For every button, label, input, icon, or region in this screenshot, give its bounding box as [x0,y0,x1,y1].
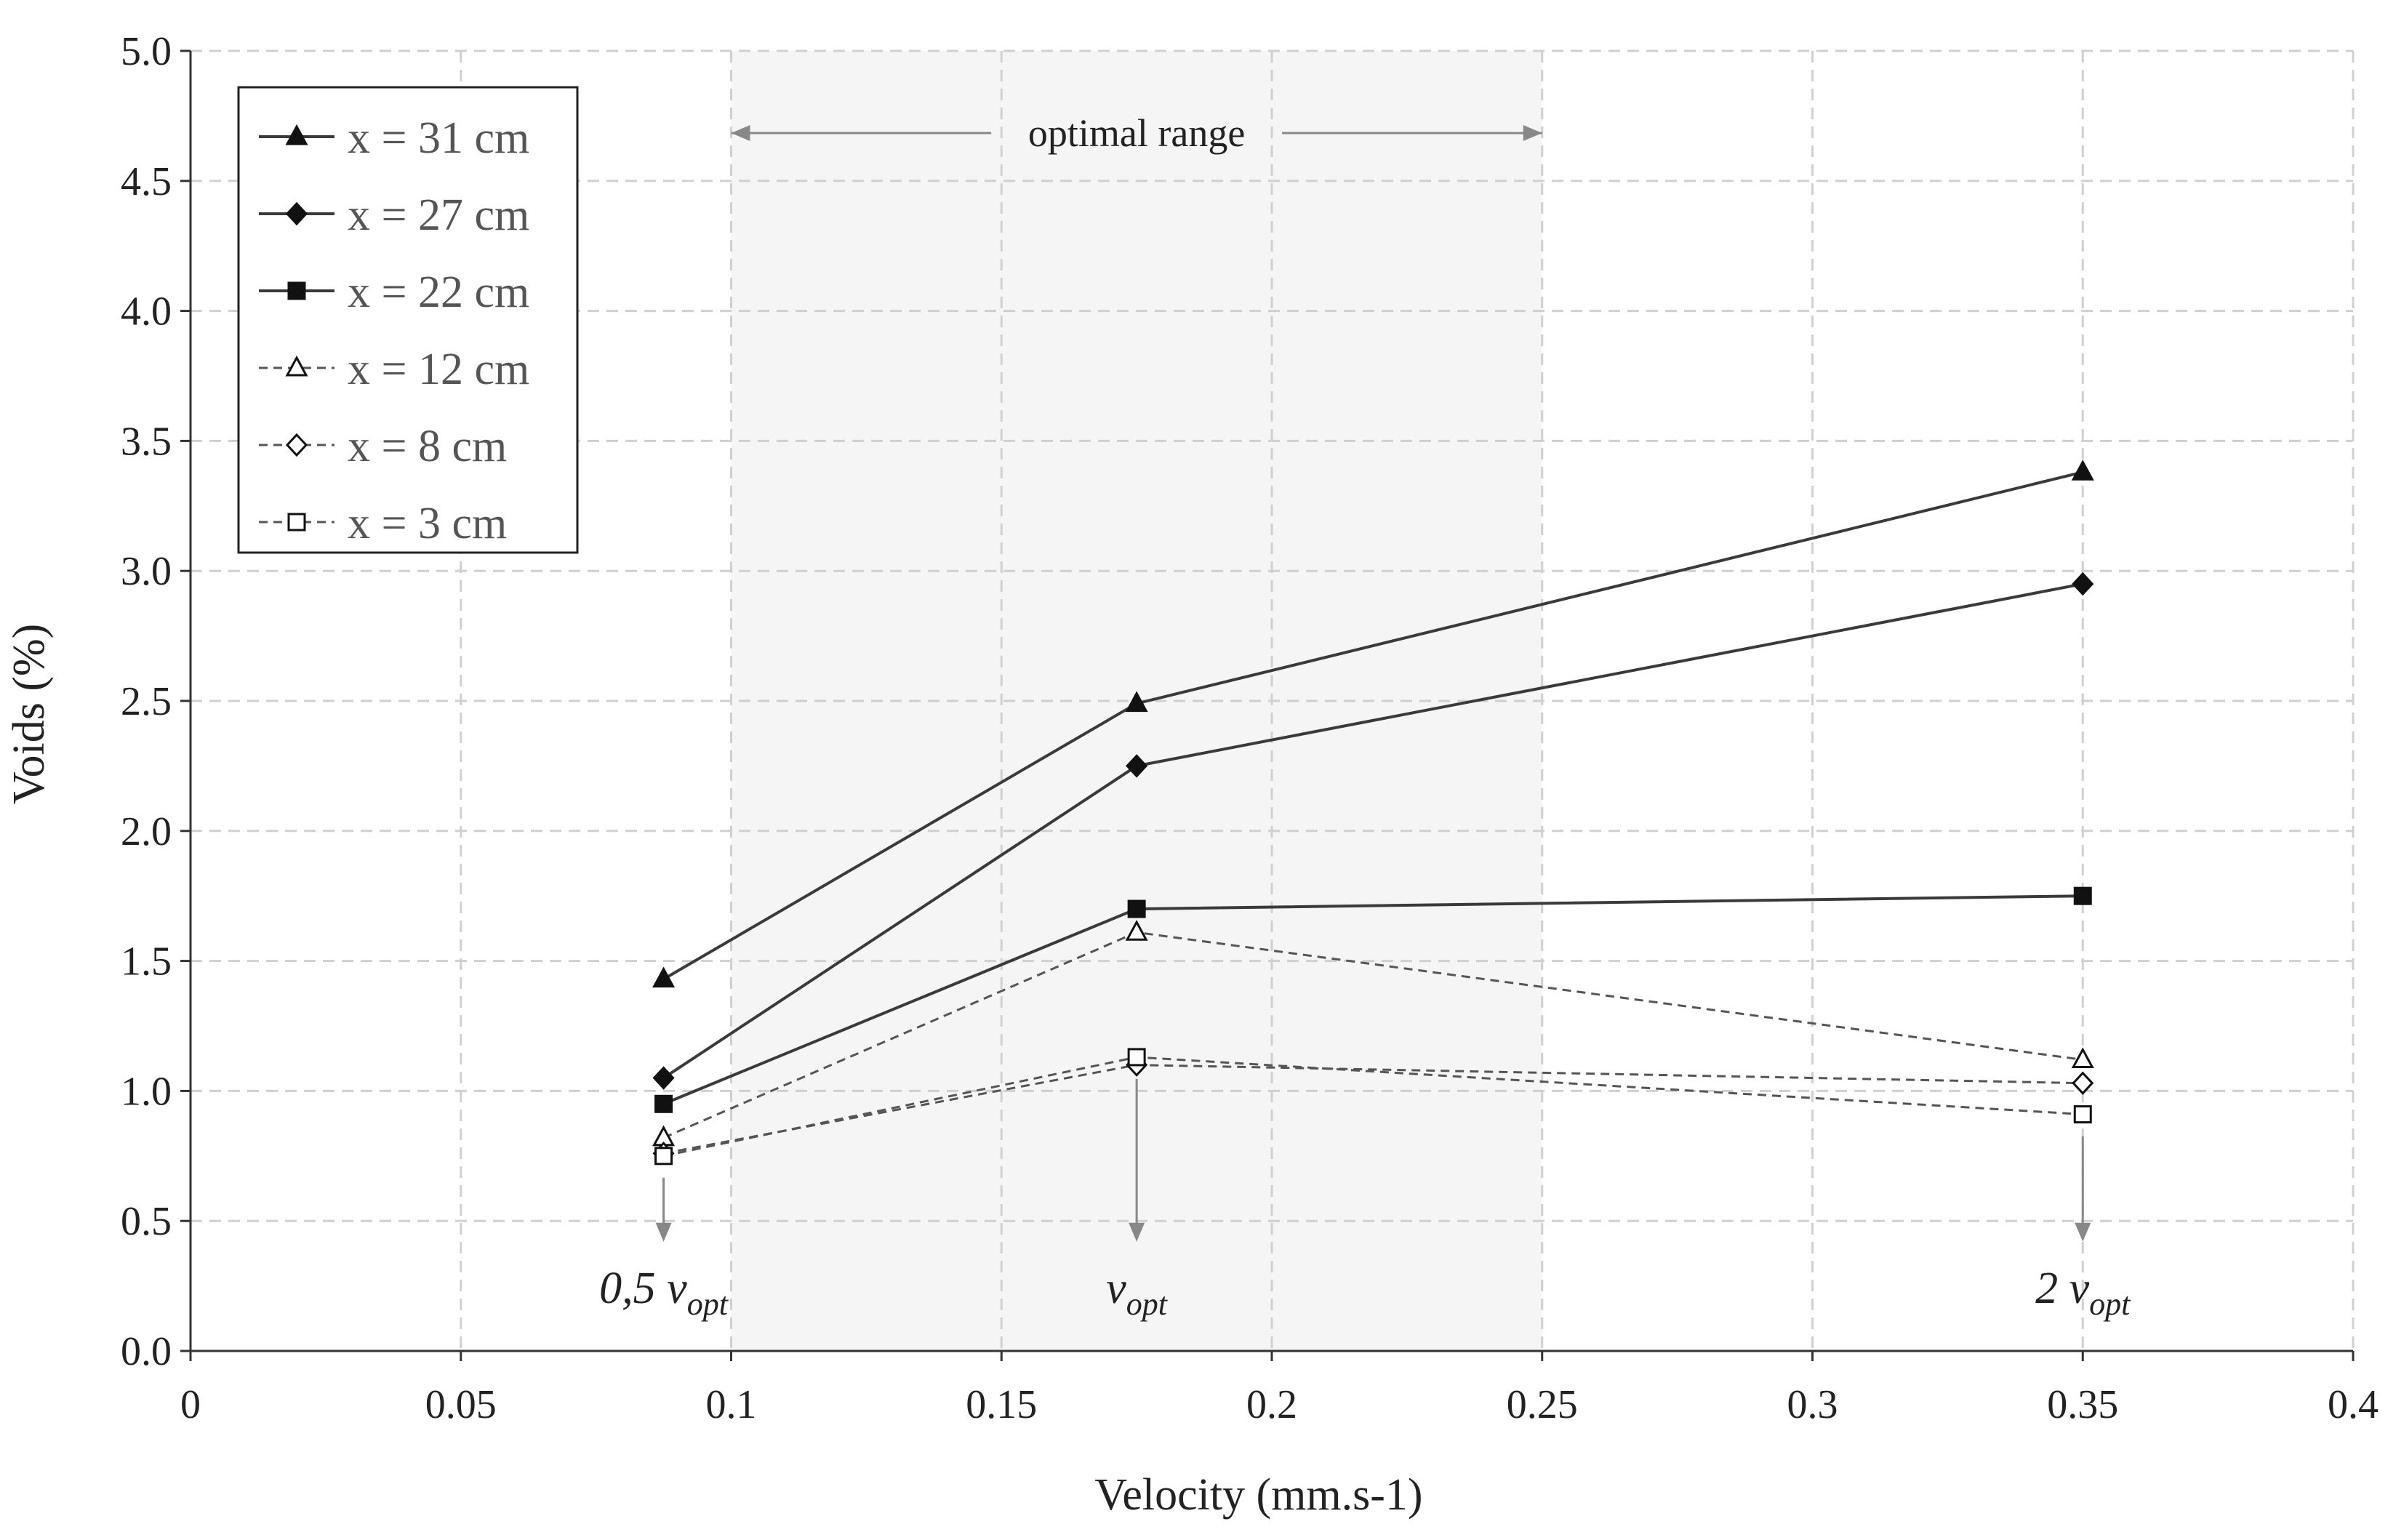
y-tick-label: 2.0 [121,809,172,854]
x-tick-label: 0.15 [966,1382,1037,1427]
legend-label: x = 22 cm [348,268,529,317]
legend-marker [285,124,308,145]
legend-marker [285,355,308,377]
data-point [652,966,676,988]
series-5 [654,1048,2092,1166]
data-point [652,1066,675,1090]
optimal-range-label: optimal range [1028,111,1245,155]
data-point [1126,754,1148,778]
data-point [1125,691,1148,713]
velocity-label: 0,5 vopt [599,1264,729,1322]
legend-label: x = 31 cm [348,113,529,163]
legend-item: x = 12 cm [259,345,529,394]
y-tick-label: 4.0 [121,289,172,334]
data-point [1127,1048,1146,1067]
y-tick-label: 4.5 [121,159,172,204]
legend-marker [285,201,308,226]
y-tick-label: 2.5 [121,679,172,724]
annotation-layer: optimal range 0,5 vopt vopt 2 vopt [599,111,2131,1322]
x-tick-label: 0 [180,1382,201,1427]
legend-label: x = 3 cm [348,499,507,548]
x-tick-label: 0.25 [1507,1382,1578,1427]
optimal-range-arrowhead-left [731,125,750,141]
x-tick-label: 0.1 [706,1382,757,1427]
x-tick-label: 0.35 [2047,1382,2118,1427]
legend: x = 31 cm x = 27 cm x = 22 cm x = 12 cm x = … [237,86,579,554]
velocity-arrowhead [2075,1222,2091,1242]
x-axis-title: Velocity (mm.s-1) [1094,1470,1422,1520]
y-tick-label: 0.0 [121,1329,172,1374]
data-point [1127,899,1146,918]
legend-marker [287,281,306,300]
data-point [2073,886,2092,905]
legend-item: x = 3 cm [259,499,507,548]
data-point [2072,572,2094,596]
legend-item: x = 8 cm [259,422,507,471]
series-0 [652,460,2094,988]
legend-item: x = 22 cm [259,268,529,317]
series-2 [654,886,2092,1113]
legend-label: x = 27 cm [348,191,529,240]
y-tick-label: 1.5 [121,939,172,984]
data-point [1125,920,1148,941]
data-point [2072,1071,2094,1095]
y-axis-title: Voids (%) [4,624,54,805]
y-tick-label: 3.5 [121,419,172,464]
data-point [654,1147,673,1166]
axis-layer: 0.0 0.5 1.0 1.5 2.0 2.5 3.0 3.5 4.0 4.5 5.0 0 0.05 0.… [121,29,2379,1427]
y-tick-label: 1.0 [121,1069,172,1114]
velocity-arrowhead [1129,1222,1145,1242]
legend-item: x = 31 cm [259,113,529,163]
legend-label: x = 12 cm [348,345,529,394]
y-tick-label: 5.0 [121,29,172,74]
x-tick-label: 0.3 [1787,1382,1838,1427]
legend-box [237,86,579,554]
optimal-range-arrowhead-right [1523,125,1542,141]
velocity-label: 2 vopt [2035,1264,2131,1322]
y-tick-label: 3.0 [121,549,172,594]
legend-marker [287,513,306,532]
data-point [654,1094,673,1113]
velocity-arrowhead [655,1222,672,1242]
x-tick-label: 0.2 [1246,1382,1297,1427]
series-1 [652,572,2094,1090]
data-point [2071,1047,2094,1068]
velocity-label: vopt [1106,1264,1169,1322]
y-tick-label: 0.5 [121,1199,172,1244]
series-layer [652,460,2094,1166]
x-tick-label: 0.05 [425,1382,497,1427]
data-point [2073,1105,2092,1124]
data-point [2071,460,2094,481]
x-tick-label: 0.4 [2328,1382,2379,1427]
series-3 [652,920,2094,1147]
legend-marker [285,433,308,457]
legend-item: x = 27 cm [259,191,529,240]
legend-label: x = 8 cm [348,422,507,471]
